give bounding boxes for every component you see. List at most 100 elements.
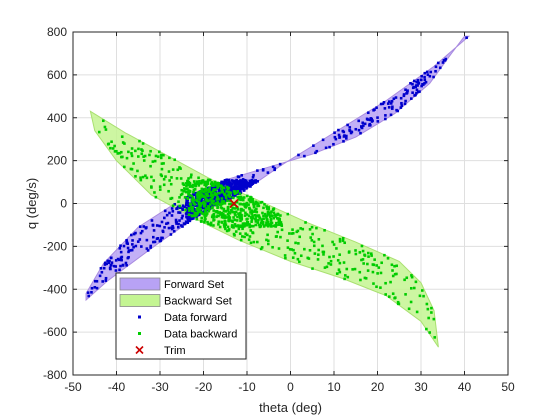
data-backward-point (222, 207, 226, 211)
data-backward-point (205, 199, 208, 202)
data-forward-point (122, 244, 126, 248)
data-forward-point (125, 263, 128, 267)
data-backward-point (219, 213, 223, 216)
data-backward-point (193, 214, 197, 218)
data-backward-point (371, 263, 375, 266)
data-backward-point (206, 199, 209, 203)
data-forward-point (225, 178, 229, 182)
data-backward-point (207, 222, 210, 226)
data-backward-point (276, 230, 279, 234)
data-forward-point (120, 258, 123, 262)
data-forward-point (419, 78, 423, 82)
data-backward-point (244, 232, 247, 235)
data-forward-point (405, 91, 409, 95)
data-backward-point (190, 194, 194, 198)
data-forward-point (243, 178, 247, 182)
data-forward-point (273, 167, 277, 170)
data-backward-point (386, 256, 390, 260)
data-backward-point (204, 214, 208, 217)
data-forward-point (208, 201, 212, 204)
data-backward-point (239, 202, 242, 206)
data-backward-point (275, 235, 278, 238)
data-forward-point (332, 142, 335, 146)
data-backward-point (216, 201, 220, 204)
data-forward-point (400, 101, 403, 105)
data-backward-point (426, 307, 430, 311)
data-backward-point (258, 215, 261, 219)
data-backward-point (201, 195, 204, 198)
data-forward-point (177, 222, 180, 226)
data-backward-point (141, 142, 145, 145)
data-backward-point (183, 187, 186, 190)
y-tick-label: 400 (47, 111, 67, 125)
x-tick-label: -30 (151, 380, 169, 394)
data-backward-point (178, 204, 181, 208)
data-forward-point (411, 91, 414, 94)
data-backward-point (198, 182, 202, 185)
data-forward-point (101, 280, 104, 283)
data-forward-point (266, 171, 270, 174)
data-backward-point (212, 212, 216, 216)
data-forward-point (220, 182, 224, 185)
data-backward-point (130, 152, 133, 155)
data-backward-point (240, 235, 244, 238)
data-backward-point (311, 267, 314, 270)
data-backward-point (332, 243, 336, 246)
data-backward-point (225, 190, 228, 193)
data-backward-point (351, 268, 354, 271)
data-backward-point (265, 238, 268, 242)
data-forward-point (415, 91, 418, 95)
data-backward-point (270, 221, 274, 225)
data-backward-point (204, 217, 207, 221)
data-forward-point (223, 196, 227, 200)
data-backward-point (248, 199, 252, 203)
data-backward-point (304, 221, 307, 224)
data-backward-point (251, 198, 254, 201)
data-forward-point (390, 107, 394, 110)
data-backward-point (255, 210, 259, 214)
data-forward-point (224, 198, 227, 201)
data-forward-point (238, 184, 241, 188)
data-backward-point (154, 195, 158, 199)
data-backward-point (191, 185, 194, 189)
data-forward-point (412, 79, 416, 83)
data-backward-point (269, 214, 273, 217)
data-backward-point (227, 190, 231, 194)
data-forward-point (221, 180, 224, 184)
data-forward-point (178, 206, 182, 209)
data-backward-point (130, 154, 134, 158)
data-backward-point (303, 247, 306, 251)
data-backward-point (162, 183, 166, 187)
data-backward-point (313, 252, 317, 255)
y-tick-label: 200 (47, 154, 67, 168)
data-backward-point (227, 215, 230, 218)
data-forward-point (337, 128, 340, 132)
data-forward-point (465, 36, 468, 40)
data-backward-point (227, 219, 230, 222)
data-forward-point (103, 261, 107, 265)
data-forward-point (222, 184, 225, 188)
data-backward-point (216, 181, 220, 185)
data-forward-point (175, 207, 178, 210)
data-forward-point (231, 179, 235, 183)
data-backward-point (113, 144, 116, 148)
data-backward-point (338, 240, 342, 243)
data-forward-point (222, 189, 226, 193)
data-forward-point (150, 219, 154, 222)
data-forward-point (86, 291, 90, 294)
data-backward-point (391, 292, 395, 295)
data-backward-point (153, 191, 156, 194)
data-backward-point (279, 214, 282, 217)
data-backward-point (310, 239, 314, 242)
data-backward-point (239, 209, 243, 212)
data-backward-point (218, 191, 221, 195)
data-backward-point (221, 190, 225, 194)
data-forward-point (416, 78, 420, 82)
data-forward-point (206, 202, 209, 206)
data-backward-point (224, 195, 228, 198)
data-backward-point (194, 211, 198, 215)
data-backward-point (361, 249, 365, 253)
data-backward-point (383, 253, 386, 257)
